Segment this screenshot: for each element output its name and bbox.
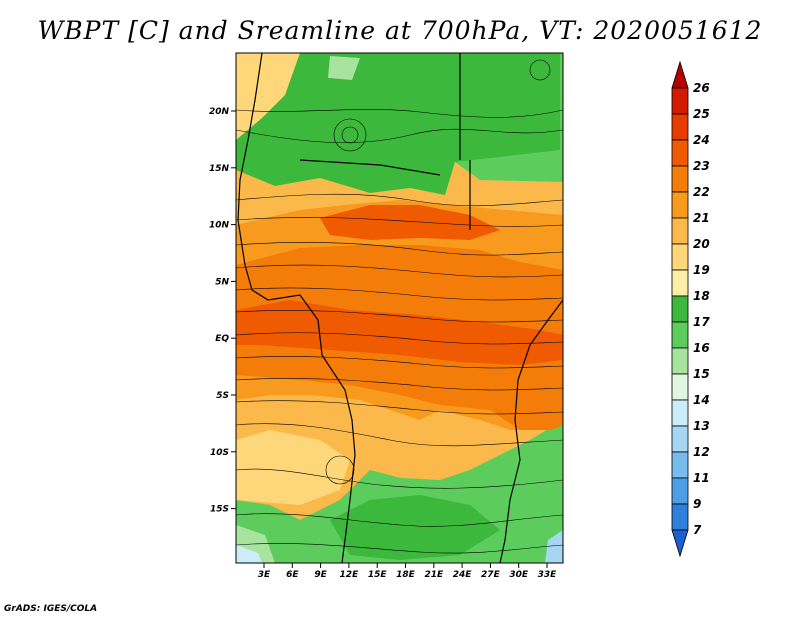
colorbar-swatch bbox=[671, 373, 689, 401]
figure-title: WBPT [C] and Sreamline at 700hPa, VT: 20… bbox=[37, 16, 763, 45]
lat-label: 10S bbox=[210, 448, 229, 458]
colorbar: 26 25 24 23 22 21 20 19 18 17 16 15 14 13 12 11 9 7 bbox=[671, 60, 710, 558]
colorbar-swatch bbox=[671, 477, 689, 505]
colorbar-swatch bbox=[671, 503, 689, 531]
colorbar-label: 26 bbox=[693, 81, 710, 95]
colorbar-label: 19 bbox=[693, 263, 710, 277]
colorbar-label: 18 bbox=[693, 289, 710, 303]
lon-label: 21E bbox=[424, 570, 444, 580]
colorbar-label: 9 bbox=[693, 497, 701, 511]
colorbar-swatch bbox=[671, 165, 689, 193]
colorbar-swatch bbox=[671, 191, 689, 219]
colorbar-label: 17 bbox=[693, 315, 710, 329]
colorbar-label: 16 bbox=[693, 341, 710, 355]
colorbar-swatch bbox=[671, 217, 689, 245]
colorbar-bottom-arrow bbox=[671, 529, 689, 558]
latitude-axis: 20N 15N 10N 5N EQ 5S 10S 15S bbox=[209, 107, 236, 515]
colorbar-label: 12 bbox=[693, 445, 710, 459]
lon-label: 6E bbox=[286, 570, 299, 580]
colorbar-top-arrow bbox=[671, 60, 689, 89]
colorbar-label: 7 bbox=[693, 523, 702, 537]
colorbar-label: 13 bbox=[693, 419, 710, 433]
longitude-axis: 3E 6E 9E 12E 15E 18E 21E 24E 27E 30E 33E bbox=[258, 563, 557, 580]
lon-label: 27E bbox=[481, 570, 501, 580]
lon-label: 24E bbox=[453, 570, 473, 580]
colorbar-swatch bbox=[671, 295, 689, 323]
lat-label: 15N bbox=[209, 164, 230, 174]
colorbar-swatch bbox=[671, 425, 689, 453]
colorbar-swatch bbox=[671, 269, 689, 297]
wbpt-map[interactable] bbox=[236, 53, 563, 563]
colorbar-swatch bbox=[671, 399, 689, 427]
lat-label: 15S bbox=[210, 505, 229, 515]
colorbar-label: 25 bbox=[693, 107, 710, 121]
colorbar-label: 24 bbox=[693, 133, 710, 147]
lon-label: 15E bbox=[368, 570, 388, 580]
colorbar-label: 15 bbox=[693, 367, 710, 381]
colorbar-label: 11 bbox=[693, 471, 710, 485]
colorbar-label: 20 bbox=[693, 237, 710, 251]
colorbar-label: 14 bbox=[693, 393, 710, 407]
lon-label: 9E bbox=[314, 570, 327, 580]
grads-credit: GrADS: IGES/COLA bbox=[4, 604, 98, 614]
lat-label: 20N bbox=[209, 107, 230, 117]
lon-label: 18E bbox=[396, 570, 416, 580]
lon-label: 30E bbox=[509, 570, 529, 580]
lat-label: EQ bbox=[215, 334, 229, 344]
lon-label: 33E bbox=[538, 570, 558, 580]
colorbar-swatch bbox=[671, 243, 689, 271]
colorbar-swatch bbox=[671, 321, 689, 349]
colorbar-label: 23 bbox=[693, 159, 710, 173]
colorbar-swatch bbox=[671, 87, 689, 115]
colorbar-swatch bbox=[671, 139, 689, 167]
lat-label: 10N bbox=[209, 221, 230, 231]
colorbar-label: 22 bbox=[693, 185, 710, 199]
colorbar-swatch bbox=[671, 347, 689, 375]
lon-label: 12E bbox=[340, 570, 360, 580]
lat-label: 5S bbox=[216, 391, 229, 401]
map-frame bbox=[235, 52, 564, 564]
colorbar-swatch bbox=[671, 451, 689, 479]
lon-label: 3E bbox=[258, 570, 271, 580]
colorbar-label: 21 bbox=[693, 211, 710, 225]
colorbar-swatch bbox=[671, 113, 689, 141]
lat-label: 5N bbox=[215, 277, 229, 287]
